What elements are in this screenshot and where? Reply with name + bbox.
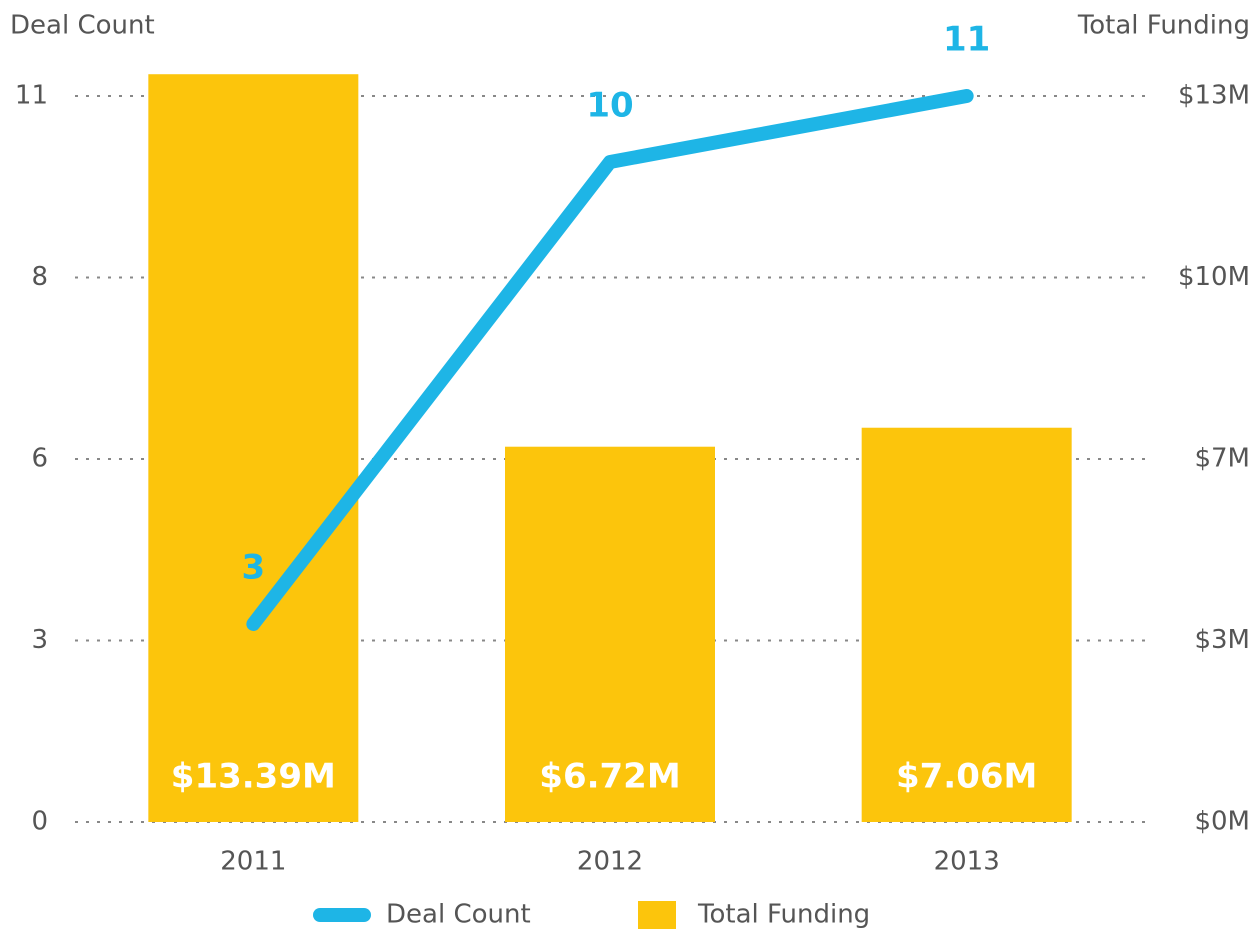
line-value-label: 3 [241, 548, 265, 588]
y2-tick-label: $7M [1194, 444, 1250, 474]
bar [148, 74, 359, 823]
line [246, 89, 974, 631]
x-tick-label: 2011 [220, 847, 286, 877]
y-tick-label: 3 [31, 625, 48, 655]
legend-label: Total Funding [697, 900, 870, 930]
y-tick-label: 11 [15, 81, 48, 111]
legend-swatch [638, 901, 676, 929]
y2-tick-label: $10M [1178, 262, 1250, 292]
y2-axis-title: Total Funding [1077, 11, 1250, 41]
legend-label: Deal Count [386, 900, 531, 930]
bar-value-label: $13.39M [171, 757, 336, 797]
y-tick-label: 6 [31, 444, 48, 474]
line-value-label: 10 [586, 86, 633, 126]
y2-tick-label: $3M [1194, 625, 1250, 655]
bar-value-label: $6.72M [539, 757, 680, 797]
y-tick-label: 0 [31, 807, 48, 837]
line-value-label: 11 [943, 20, 990, 60]
x-tick-label: 2012 [577, 847, 643, 877]
x-tick-label: 2013 [934, 847, 1000, 877]
bar [861, 427, 1072, 822]
bar-value-label: $7.06M [896, 757, 1037, 797]
y2-tick-label: $13M [1178, 81, 1250, 111]
bar [505, 446, 715, 822]
y-axis-title: Deal Count [10, 11, 155, 41]
y2-tick-label: $0M [1194, 807, 1250, 837]
y-tick-label: 8 [31, 262, 48, 292]
